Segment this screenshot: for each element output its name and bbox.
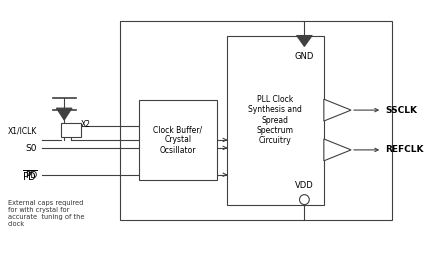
Polygon shape (297, 35, 312, 46)
Bar (139, 100, 217, 180)
Polygon shape (324, 99, 351, 121)
Text: GND: GND (295, 52, 314, 61)
Polygon shape (57, 108, 72, 120)
Text: PD: PD (24, 161, 36, 170)
Bar (61, 123, 81, 137)
Text: $\overline{\mathrm{PD}}$: $\overline{\mathrm{PD}}$ (22, 168, 37, 183)
Bar (227, 35, 324, 205)
Text: PLL Clock
Synthesis and
Spread
Spectrum
Circuitry: PLL Clock Synthesis and Spread Spectrum … (248, 95, 302, 145)
Bar (120, 20, 392, 220)
Text: X2: X2 (81, 120, 91, 128)
Text: Clock Buffer/
Crystal
Ocsillator: Clock Buffer/ Crystal Ocsillator (153, 125, 203, 155)
Text: SSCLK: SSCLK (385, 106, 417, 114)
Text: REFCLK: REFCLK (385, 145, 424, 154)
Polygon shape (324, 139, 351, 161)
Text: PD: PD (25, 171, 37, 180)
Text: VDD: VDD (295, 181, 314, 190)
Text: S0: S0 (25, 145, 37, 153)
Text: X1/ICLK: X1/ICLK (8, 127, 37, 136)
Text: External caps required
for with crystal for
accurate  tuning of the
clock: External caps required for with crystal … (8, 200, 84, 227)
